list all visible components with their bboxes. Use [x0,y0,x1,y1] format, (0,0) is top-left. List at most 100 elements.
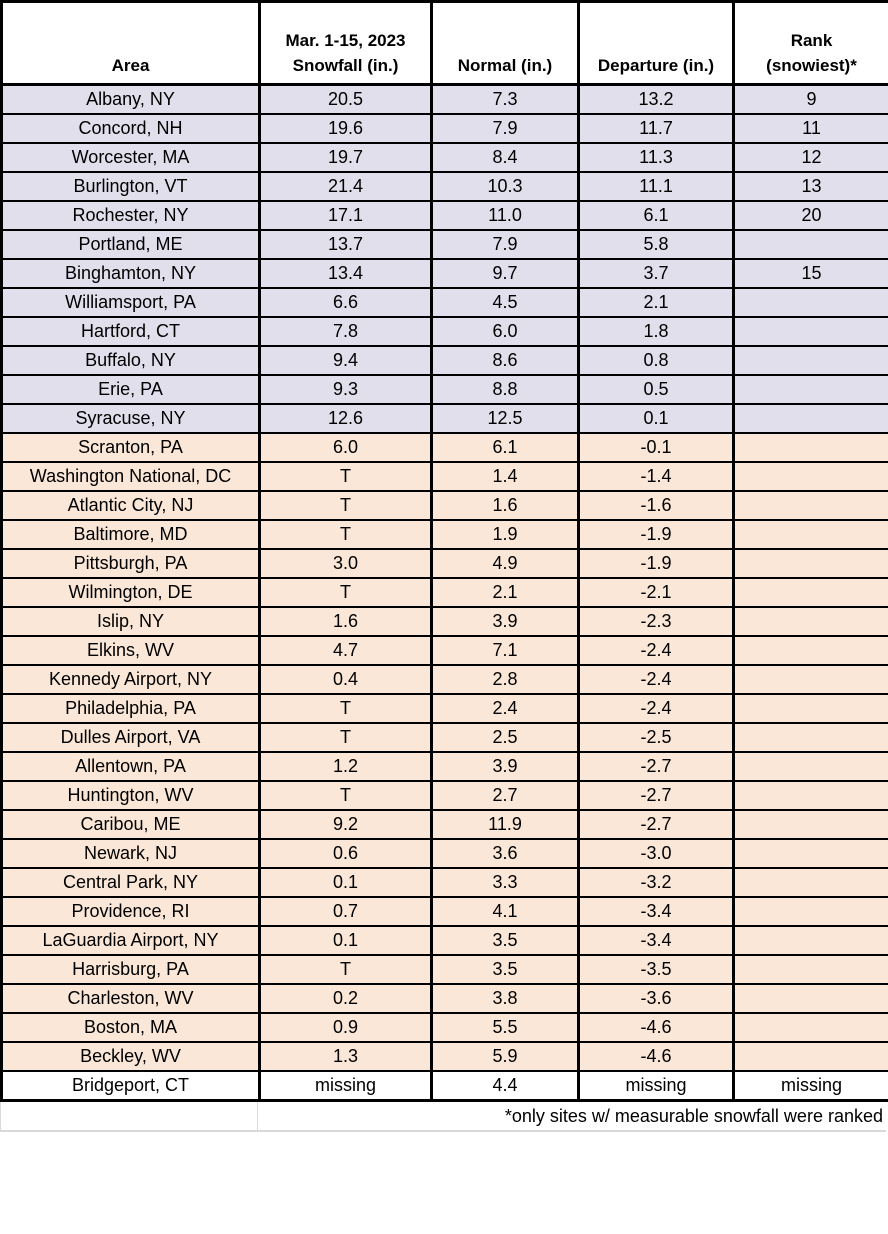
cell-rank [732,519,888,550]
table-row: Atlantic City, NJ T 1.6 -1.6 [0,490,888,521]
cell-snowfall: T [258,722,433,753]
table-row: Hartford, CT 7.8 6.0 1.8 [0,316,888,347]
table-row: Islip, NY 1.6 3.9 -2.3 [0,606,888,637]
table-row: Allentown, PA 1.2 3.9 -2.7 [0,751,888,782]
cell-rank [732,548,888,579]
cell-rank [732,287,888,318]
cell-normal: 1.6 [430,490,580,521]
cell-snowfall: 19.6 [258,113,433,144]
table-row: Bridgeport, CT missing 4.4 missing missing [0,1070,888,1102]
cell-area: Albany, NY [0,83,261,115]
cell-rank [732,1041,888,1072]
table-row: Concord, NH 19.6 7.9 11.7 11 [0,113,888,144]
cell-rank [732,345,888,376]
cell-departure: 0.5 [577,374,735,405]
cell-departure: -3.6 [577,983,735,1014]
cell-departure: -2.3 [577,606,735,637]
cell-area: Bridgeport, CT [0,1070,261,1102]
cell-departure: 3.7 [577,258,735,289]
cell-rank [732,954,888,985]
cell-area: Erie, PA [0,374,261,405]
cell-normal: 10.3 [430,171,580,202]
cell-departure: missing [577,1070,735,1102]
cell-departure: -2.4 [577,664,735,695]
column-header-snowfall: Mar. 1-15, 2023 Snowfall (in.) [258,0,433,86]
cell-rank [732,693,888,724]
cell-rank [732,461,888,492]
cell-area: Central Park, NY [0,867,261,898]
cell-area: Baltimore, MD [0,519,261,550]
cell-area: Boston, MA [0,1012,261,1043]
cell-snowfall: 7.8 [258,316,433,347]
table-row: Buffalo, NY 9.4 8.6 0.8 [0,345,888,376]
cell-departure: -4.6 [577,1012,735,1043]
table-row: Newark, NJ 0.6 3.6 -3.0 [0,838,888,869]
cell-rank [732,374,888,405]
cell-rank [732,780,888,811]
column-header-normal: Normal (in.) [430,0,580,86]
cell-rank [732,722,888,753]
cell-area: Concord, NH [0,113,261,144]
cell-snowfall: 9.2 [258,809,433,840]
cell-rank [732,432,888,463]
cell-departure: 1.8 [577,316,735,347]
cell-rank: 9 [732,83,888,115]
cell-departure: -4.6 [577,1041,735,1072]
cell-departure: -2.4 [577,635,735,666]
cell-snowfall: 0.1 [258,925,433,956]
table-row: Philadelphia, PA T 2.4 -2.4 [0,693,888,724]
cell-area: Islip, NY [0,606,261,637]
table-row: Baltimore, MD T 1.9 -1.9 [0,519,888,550]
table-row: Erie, PA 9.3 8.8 0.5 [0,374,888,405]
cell-normal: 6.0 [430,316,580,347]
cell-snowfall: 17.1 [258,200,433,231]
cell-normal: 5.9 [430,1041,580,1072]
cell-normal: 3.8 [430,983,580,1014]
cell-snowfall: 20.5 [258,83,433,115]
cell-snowfall: T [258,490,433,521]
table-row: Charleston, WV 0.2 3.8 -3.6 [0,983,888,1014]
cell-area: Williamsport, PA [0,287,261,318]
cell-departure: 11.1 [577,171,735,202]
cell-snowfall: 0.4 [258,664,433,695]
cell-departure: -3.0 [577,838,735,869]
footnote-empty-cell [0,1102,258,1130]
cell-area: Rochester, NY [0,200,261,231]
table-row: Providence, RI 0.7 4.1 -3.4 [0,896,888,927]
cell-rank [732,896,888,927]
cell-rank [732,838,888,869]
cell-rank [732,867,888,898]
cell-departure: 0.8 [577,345,735,376]
cell-rank [732,664,888,695]
cell-normal: 4.1 [430,896,580,927]
snowfall-table: Area Mar. 1-15, 2023 Snowfall (in.) Norm… [0,0,888,1102]
cell-area: Scranton, PA [0,432,261,463]
footnote-text: *only sites w/ measurable snowfall were … [504,1106,883,1126]
cell-departure: 2.1 [577,287,735,318]
cell-snowfall: 0.2 [258,983,433,1014]
table-row: Williamsport, PA 6.6 4.5 2.1 [0,287,888,318]
cell-snowfall: 6.0 [258,432,433,463]
cell-snowfall: T [258,780,433,811]
cell-departure: -1.9 [577,519,735,550]
cell-normal: 2.8 [430,664,580,695]
cell-departure: 5.8 [577,229,735,260]
cell-area: Washington National, DC [0,461,261,492]
table-row: Kennedy Airport, NY 0.4 2.8 -2.4 [0,664,888,695]
cell-departure: 13.2 [577,83,735,115]
cell-area: Burlington, VT [0,171,261,202]
cell-rank: 15 [732,258,888,289]
cell-rank [732,925,888,956]
cell-rank: 12 [732,142,888,173]
table-row: Rochester, NY 17.1 11.0 6.1 20 [0,200,888,231]
table-row: LaGuardia Airport, NY 0.1 3.5 -3.4 [0,925,888,956]
cell-snowfall: 1.3 [258,1041,433,1072]
footnote-row: *only sites w/ measurable snowfall were … [0,1102,886,1132]
header-row: Area Mar. 1-15, 2023 Snowfall (in.) Norm… [0,0,888,86]
cell-snowfall: missing [258,1070,433,1102]
table-row: Harrisburg, PA T 3.5 -3.5 [0,954,888,985]
column-header-rank: Rank (snowiest)* [732,0,888,86]
cell-snowfall: 19.7 [258,142,433,173]
cell-snowfall: 21.4 [258,171,433,202]
cell-normal: 3.6 [430,838,580,869]
